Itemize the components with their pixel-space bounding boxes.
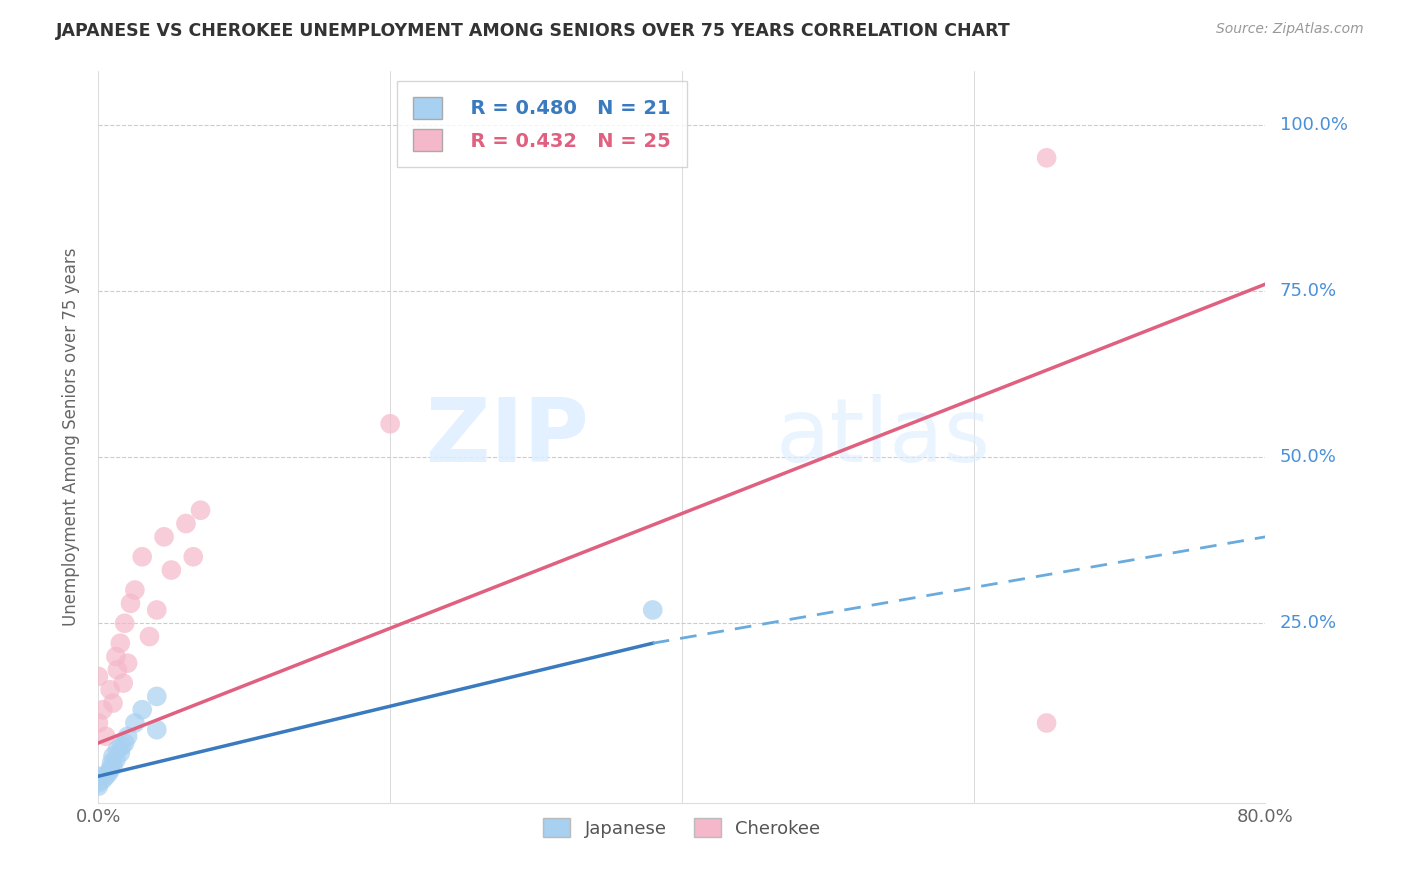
Point [146,603,169,617]
Point [87,669,110,683]
Point [105,742,128,756]
Point [87,779,110,793]
Point [91,703,114,717]
Point [104,649,127,664]
Text: 100.0%: 100.0% [1279,116,1348,134]
Text: 50.0%: 50.0% [1279,448,1337,466]
Point [98,682,121,697]
Point [380,417,402,431]
Legend: Japanese, Cherokee: Japanese, Cherokee [536,811,828,845]
Point [181,549,204,564]
Text: atlas: atlas [775,393,990,481]
Point [153,530,176,544]
Point [114,736,136,750]
Point [160,563,183,577]
Text: JAPANESE VS CHEROKEE UNEMPLOYMENT AMONG SENIORS OVER 75 YEARS CORRELATION CHART: JAPANESE VS CHEROKEE UNEMPLOYMENT AMONG … [56,22,1011,40]
Point [94,769,117,783]
Point [146,723,169,737]
Point [101,696,124,710]
Point [87,776,110,790]
Point [100,756,122,770]
Point [131,703,153,717]
Point [87,716,110,731]
Point [91,772,114,787]
Point [1035,151,1057,165]
Point [1035,716,1057,731]
Point [87,769,110,783]
Point [641,603,664,617]
Point [117,729,139,743]
Point [104,753,127,767]
Point [110,636,132,650]
Point [98,763,121,777]
Point [131,549,153,564]
Point [146,690,169,704]
Point [190,503,212,517]
Y-axis label: Unemployment Among Seniors over 75 years: Unemployment Among Seniors over 75 years [62,248,80,626]
Point [124,582,146,597]
Text: ZIP: ZIP [426,393,589,481]
Point [101,749,124,764]
Text: 25.0%: 25.0% [1279,615,1337,632]
Point [110,746,132,760]
Text: Source: ZipAtlas.com: Source: ZipAtlas.com [1216,22,1364,37]
Text: 75.0%: 75.0% [1279,282,1337,300]
Point [114,616,136,631]
Point [117,656,139,670]
Point [174,516,197,531]
Point [120,596,142,610]
Point [94,729,117,743]
Point [124,716,146,731]
Point [97,765,120,780]
Point [101,759,124,773]
Point [112,676,135,690]
Point [138,630,160,644]
Point [105,663,128,677]
Point [111,739,134,754]
